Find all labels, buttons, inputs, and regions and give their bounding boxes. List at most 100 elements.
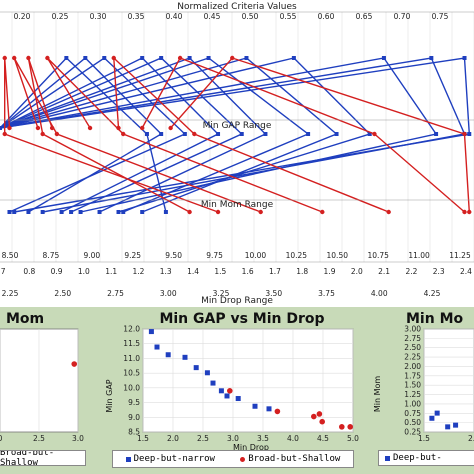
series-marker-circle <box>192 131 197 137</box>
series-marker-square <box>69 210 74 214</box>
x-tick-label: 5.0 <box>347 434 359 443</box>
criteria-tick-label: 0.75 <box>432 12 449 21</box>
data-point-square <box>235 396 241 402</box>
mom-tick-label: 2.0 <box>351 267 363 276</box>
y-tick-label: 3.00 <box>404 325 421 334</box>
criteria-axis-title: Normalized Criteria Values <box>177 2 297 12</box>
series-marker-circle <box>372 131 377 137</box>
y-tick-label: 0.50 <box>404 418 421 427</box>
series-marker-square <box>159 56 164 60</box>
x-tick-label: 1.5 <box>137 434 149 443</box>
data-point-square <box>429 415 435 421</box>
x-tick-label: 4.0 <box>287 434 299 443</box>
series-polyline <box>13 57 261 213</box>
gap-tick-label: 10.25 <box>286 251 308 260</box>
series-marker-square <box>334 132 339 136</box>
gap-tick-label: 8.50 <box>2 251 19 260</box>
series-marker-square <box>263 132 268 136</box>
series-polyline <box>141 57 465 213</box>
series-marker-circle <box>12 55 17 61</box>
series-marker-square <box>26 210 31 214</box>
center-ylabel: Min GAP <box>105 379 114 412</box>
series-marker-square <box>187 56 192 60</box>
mom-tick-label: 1.5 <box>214 267 226 276</box>
y-tick-label: 10.0 <box>123 383 140 392</box>
series-marker-circle <box>54 131 60 137</box>
series-marker-square <box>291 56 296 60</box>
min-gap-vs-min-drop-chart: Min GAP vs Min Drop 8.5 9.0 9.5 10.0 10.5 11.… <box>105 311 359 452</box>
y-tick-label: 2.25 <box>404 353 421 362</box>
data-point-circle <box>311 413 317 420</box>
gap-tick-label: 11.25 <box>449 251 471 260</box>
parallel-coordinates-panel: 0.20 0.25 0.30 0.35 0.40 0.45 0.50 0.55 0.60 0.65… <box>0 2 474 305</box>
series-polyline <box>0 57 220 213</box>
series-marker-circle <box>26 55 31 61</box>
x-tick-label: 4.5 <box>317 434 329 443</box>
series-marker-square <box>12 210 17 214</box>
mom-tick-label: 1.2 <box>133 267 145 276</box>
data-point-square <box>434 410 440 416</box>
series-polyline <box>112 56 389 213</box>
criteria-tick-label: 0.25 <box>52 12 69 21</box>
x-tick-label: 1.5 <box>418 434 430 443</box>
x-tick-label: 2.0 <box>167 434 179 443</box>
legend-item-broad-but-shallow: Broad-but-Shallow <box>240 454 340 464</box>
plot-area <box>142 328 354 433</box>
data-point-square <box>154 344 160 350</box>
criteria-tick-label: 0.60 <box>318 12 335 21</box>
mom-tick-label: 2.3 <box>433 267 445 276</box>
y-tick-label: 0.75 <box>404 409 421 418</box>
series-polyline <box>4 57 219 213</box>
gap-tick-label: 8.75 <box>43 251 60 260</box>
mom-tick-label: 1.7 <box>269 267 281 276</box>
data-point-square <box>453 422 459 428</box>
series-polyline <box>0 57 466 213</box>
series-marker-square <box>367 132 372 136</box>
series-marker-square <box>381 56 386 60</box>
mom-tick-label: 1.9 <box>324 267 336 276</box>
y-tick-label: 11.0 <box>123 354 140 363</box>
series-marker-circle <box>40 131 45 137</box>
series-marker-square <box>64 56 69 60</box>
left-chart-title: Mom <box>6 311 44 327</box>
drop-tick-label: 3.75 <box>318 289 335 298</box>
data-point-square <box>165 352 171 358</box>
series-marker-square <box>78 210 83 214</box>
gap-tick-label: 10.75 <box>367 251 389 260</box>
mom-tick-label: 1.0 <box>78 267 90 276</box>
series-marker-square <box>216 132 221 136</box>
mom-tick-label: 1.4 <box>187 267 199 276</box>
series-marker-circle <box>230 55 235 61</box>
mom-tick-label: 2.1 <box>378 267 390 276</box>
y-tick-label: 9.0 <box>128 413 140 422</box>
blue-square-marker-icon <box>125 456 131 462</box>
series-marker-circle <box>35 125 41 131</box>
data-point-circle <box>319 418 325 425</box>
series-marker-square <box>434 132 439 136</box>
gap-tick-label: 11.00 <box>408 251 430 260</box>
left-legend-label: Broad-but-Shallow <box>0 450 55 466</box>
drop-tick-label: 2.75 <box>107 289 124 298</box>
x-tick-label: 0 <box>0 434 3 443</box>
legend: Deep-but-narrow Broad-but-Shallow <box>112 450 354 468</box>
data-point-circle <box>227 388 233 394</box>
y-tick-label: 1.25 <box>404 390 421 399</box>
mom-axis-title: Min Mom Range <box>201 200 274 210</box>
criteria-tick-label: 0.35 <box>128 12 145 21</box>
gap-tick-label: 9.00 <box>83 251 100 260</box>
gap-tick-label: 9.25 <box>124 251 141 260</box>
mom-tick-label: 1.1 <box>105 267 117 276</box>
gap-tick-label: 9.50 <box>165 251 182 260</box>
series-marker-circle <box>7 125 12 131</box>
legend-label-deep-but-narrow: Deep-but-narrow <box>133 454 215 464</box>
series-marker-circle <box>320 209 325 215</box>
series-marker-square <box>206 56 211 60</box>
x-tick-label: 2.5 <box>33 434 45 443</box>
data-point-circle <box>339 424 345 430</box>
mom-tick-label: 1.6 <box>242 267 254 276</box>
y-tick-label: 1.50 <box>404 381 421 390</box>
criteria-tick-label: 0.30 <box>90 12 107 21</box>
drop-tick-label: 3.50 <box>265 289 282 298</box>
gap-axis-title: Min GAP Range <box>203 121 272 131</box>
series-polyline <box>46 57 323 213</box>
